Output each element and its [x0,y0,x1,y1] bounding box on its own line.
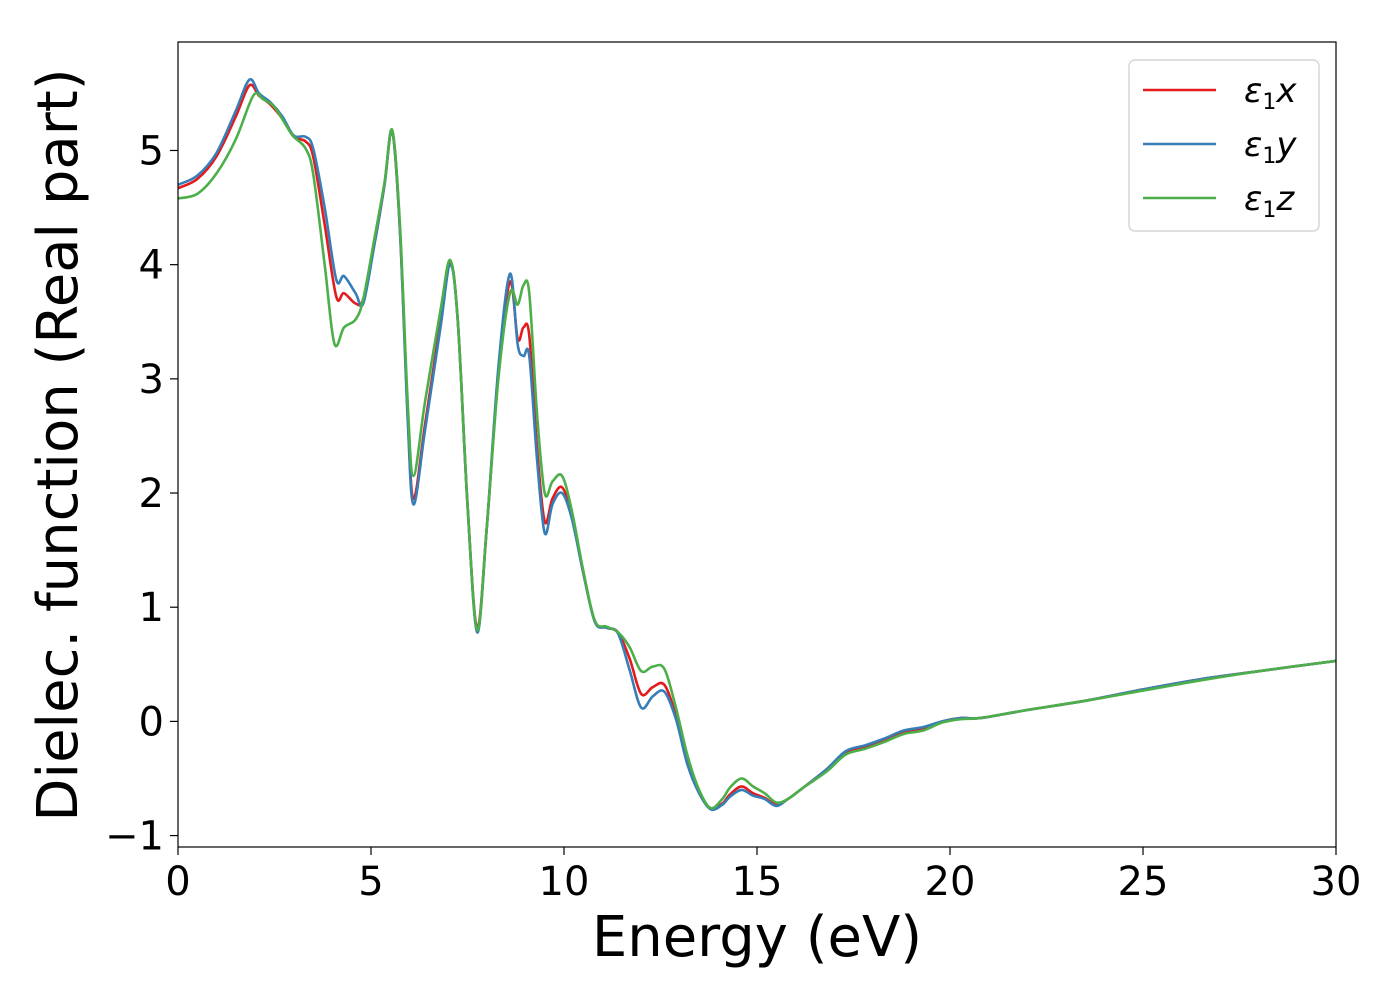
y-axis-ticks: −1 0 1 2 3 4 5 [105,128,178,860]
y-tick-label: 2 [139,471,164,517]
x-axis-title: Energy (eV) [592,905,922,970]
legend-entry-y: ε1y [1143,125,1297,169]
x-tick-label: 0 [165,859,190,905]
x-axis-ticks: 0 5 10 15 20 25 30 [165,847,1361,905]
legend: ε1x ε1y ε1z [1128,59,1320,232]
legend-label: ε1x [1244,71,1297,115]
legend-label: ε1z [1244,179,1295,223]
x-tick-label: 30 [1311,859,1362,905]
legend-box [1128,59,1320,232]
y-tick-label: 0 [139,699,164,745]
y-tick-label: −1 [105,814,164,860]
x-tick-label: 10 [539,859,590,905]
legend-entry-x: ε1x [1143,71,1297,115]
y-tick-label: 3 [139,357,164,403]
series-line-y [178,77,1336,812]
y-tick-label: 5 [139,128,164,174]
x-tick-label: 20 [925,859,976,905]
plot-lines [178,77,1336,812]
y-tick-label: 4 [139,243,164,289]
x-tick-label: 25 [1118,859,1169,905]
x-tick-label: 5 [358,859,383,905]
y-tick-label: 1 [139,585,164,631]
legend-entries: ε1x ε1y ε1z [1143,71,1297,223]
x-tick-label: 15 [732,859,783,905]
legend-label: ε1y [1244,125,1297,169]
legend-entry-z: ε1z [1143,179,1295,223]
y-axis-title: Dielec. function (Real part) [26,68,91,821]
series-line-z [178,91,1336,810]
